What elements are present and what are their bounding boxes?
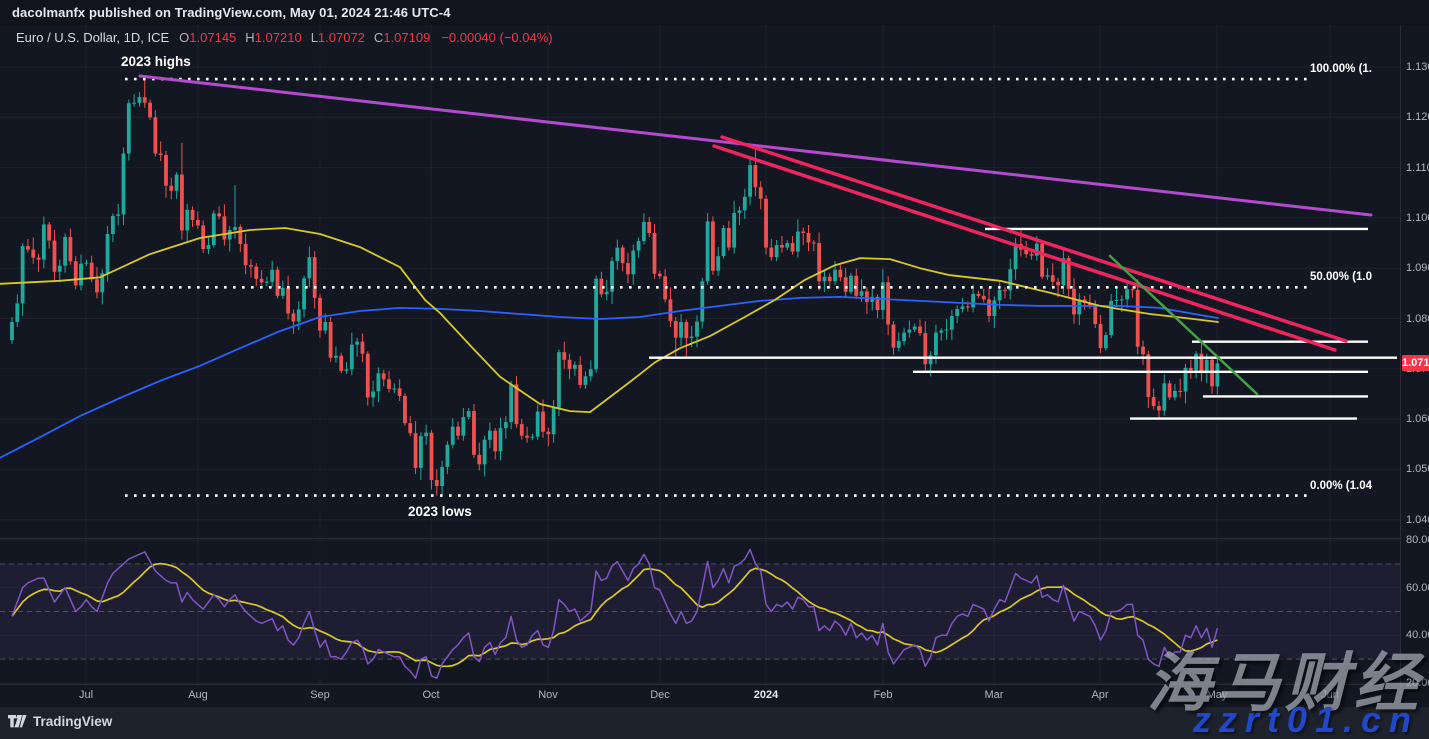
price-tick-1.04000: 1.04000	[1406, 513, 1429, 526]
time-tick-May: May	[1206, 689, 1228, 701]
fib-label-100.00: 100.00% (1.	[1309, 63, 1372, 76]
tradingview-brand[interactable]: TradingView	[8, 714, 112, 729]
price-tick-1.11000: 1.11000	[1406, 161, 1429, 174]
time-tick-Jul: Jul	[78, 689, 94, 701]
tradingview-brand-text: TradingView	[33, 714, 113, 729]
price-tick-1.12000: 1.12000	[1406, 111, 1429, 124]
footer-bar: TradingView	[0, 707, 1429, 739]
price-tick-1.05000: 1.05000	[1406, 463, 1429, 476]
publish-line: dacolmanfx published on TradingView.com,…	[12, 5, 451, 20]
price-tick-1.06000: 1.06000	[1406, 413, 1429, 426]
time-tick-Aug: Aug	[188, 689, 208, 701]
time-tick-Oct: Oct	[422, 689, 440, 701]
time-tick-Nov: Nov	[538, 689, 558, 701]
fib-label-50.00: 50.00% (1.0	[1309, 271, 1372, 284]
legend-o-value: O1.07145	[179, 30, 237, 45]
ohlc-values: O1.07145 H1.07210 L1.07072 C1.07109	[179, 30, 439, 45]
publish-bar: dacolmanfx published on TradingView.com,…	[0, 0, 1429, 25]
price-tick-1.09000: 1.09000	[1406, 262, 1429, 275]
legend-c-value: C1.07109	[373, 30, 431, 45]
symbol-title: Euro / U.S. Dollar, 1D, ICE	[16, 30, 170, 45]
change-value: −0.00040 (−0.04%)	[441, 30, 553, 45]
fib-label-0.00: 0.00% (1.04	[1309, 479, 1372, 492]
rsi-tick-40.00: 40.00	[1406, 629, 1429, 642]
legend-h-value: H1.07210	[245, 30, 302, 45]
time-tick-Feb: Feb	[873, 689, 893, 701]
price-tick-1.08000: 1.08000	[1406, 312, 1429, 325]
time-tick-Jun: Jun	[1321, 689, 1339, 701]
watermark-url: zzrt01.cn	[1192, 699, 1419, 739]
price-tick-1.10000: 1.10000	[1406, 211, 1429, 224]
rsi-tick-60.00: 60.00	[1406, 581, 1429, 594]
annotation-2023-lows: 2023 lows	[408, 504, 472, 519]
time-tick-Mar: Mar	[984, 689, 1004, 701]
annotation-2023-highs: 2023 highs	[121, 54, 191, 69]
last-price-label: 1.07109	[1402, 355, 1429, 372]
tradingview-logo-icon	[8, 715, 27, 728]
price-tick-1.13000: 1.13000	[1406, 61, 1429, 73]
time-tick-Sep: Sep	[310, 689, 330, 701]
legend-l-value: L1.07072	[310, 30, 365, 45]
watermark-chinese: 海马财经	[1147, 647, 1423, 719]
time-tick-Dec: Dec	[650, 689, 670, 701]
time-tick-Apr: Apr	[1091, 689, 1109, 701]
symbol-legend[interactable]: Euro / U.S. Dollar, 1D, ICE O1.07145 H1.07…	[16, 30, 553, 45]
rsi-tick-20.00: 20.00	[1406, 677, 1429, 689]
time-tick-2024: 2024	[753, 689, 779, 701]
rsi-tick-80.00: 80.00	[1406, 534, 1429, 546]
